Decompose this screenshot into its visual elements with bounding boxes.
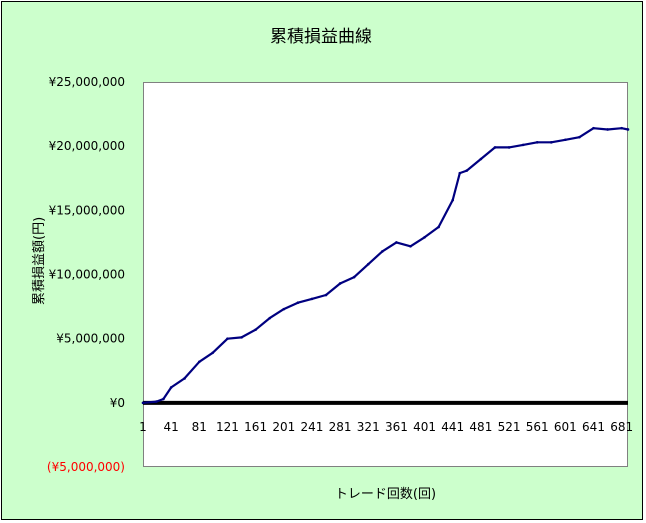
y-tick-label: ¥20,000,000 bbox=[49, 139, 125, 153]
data-point bbox=[465, 169, 469, 172]
data-point bbox=[296, 301, 300, 305]
data-point bbox=[352, 275, 356, 279]
x-tick-label: 321 bbox=[357, 420, 380, 434]
data-point bbox=[437, 225, 440, 229]
x-tick-label: 441 bbox=[441, 420, 464, 434]
data-point bbox=[606, 128, 609, 131]
data-point bbox=[338, 282, 342, 285]
data-point bbox=[395, 241, 398, 244]
data-point bbox=[366, 262, 370, 266]
x-tick-label: 521 bbox=[498, 420, 521, 434]
data-point bbox=[310, 297, 314, 301]
x-tick-label: 641 bbox=[582, 420, 605, 434]
x-tick-label: 281 bbox=[329, 420, 352, 434]
x-tick-label: 601 bbox=[554, 420, 577, 434]
data-point bbox=[507, 146, 511, 149]
data-point bbox=[169, 386, 173, 389]
data-point bbox=[198, 360, 201, 364]
y-axis-label: 累積損益額(円) bbox=[32, 216, 47, 305]
data-point bbox=[458, 171, 462, 175]
data-point bbox=[451, 198, 455, 202]
data-point bbox=[155, 400, 158, 403]
data-point bbox=[141, 401, 145, 405]
data-point bbox=[592, 126, 595, 130]
x-tick-label: 41 bbox=[164, 420, 179, 434]
data-point bbox=[578, 135, 581, 139]
data-point bbox=[324, 293, 328, 297]
y-tick-label: ¥0 bbox=[110, 396, 125, 410]
x-tick-label: 161 bbox=[244, 420, 267, 434]
data-point bbox=[626, 128, 630, 131]
data-point bbox=[211, 351, 214, 355]
x-axis-label: トレード回数(回) bbox=[334, 487, 437, 502]
y-tick-label: ¥10,000,000 bbox=[49, 268, 125, 282]
data-point bbox=[162, 397, 165, 401]
y-tick-label: ¥25,000,000 bbox=[49, 75, 125, 89]
x-tick-label: 121 bbox=[216, 420, 239, 434]
x-tick-label: 241 bbox=[300, 420, 323, 434]
y-tick-label: ¥15,000,000 bbox=[49, 203, 125, 217]
y-tick-label: (¥5,000,000) bbox=[47, 460, 125, 474]
data-point bbox=[409, 244, 412, 248]
data-point bbox=[620, 126, 623, 130]
data-point bbox=[564, 138, 567, 142]
data-point bbox=[226, 337, 229, 340]
chart-title: 累積損益曲線 bbox=[270, 27, 372, 47]
data-point bbox=[521, 143, 525, 147]
data-point bbox=[423, 235, 426, 239]
data-point bbox=[381, 250, 384, 253]
data-point bbox=[268, 316, 272, 320]
data-point bbox=[282, 307, 286, 311]
x-tick-label: 561 bbox=[526, 420, 549, 434]
data-point bbox=[254, 328, 257, 331]
x-tick-label: 1 bbox=[139, 420, 147, 434]
data-point bbox=[479, 157, 483, 161]
x-tick-label: 401 bbox=[413, 420, 436, 434]
y-tick-label: ¥5,000,000 bbox=[56, 332, 125, 346]
x-tick-label: 681 bbox=[610, 420, 633, 434]
series-line bbox=[142, 127, 629, 404]
data-point bbox=[549, 141, 553, 144]
x-tick-label: 481 bbox=[469, 420, 492, 434]
data-point bbox=[183, 377, 186, 380]
data-point bbox=[535, 141, 539, 144]
data-point bbox=[240, 336, 243, 339]
x-tick-label: 81 bbox=[192, 420, 207, 434]
data-point bbox=[493, 146, 497, 149]
x-tick-label: 201 bbox=[272, 420, 295, 434]
x-tick-label: 361 bbox=[385, 420, 408, 434]
